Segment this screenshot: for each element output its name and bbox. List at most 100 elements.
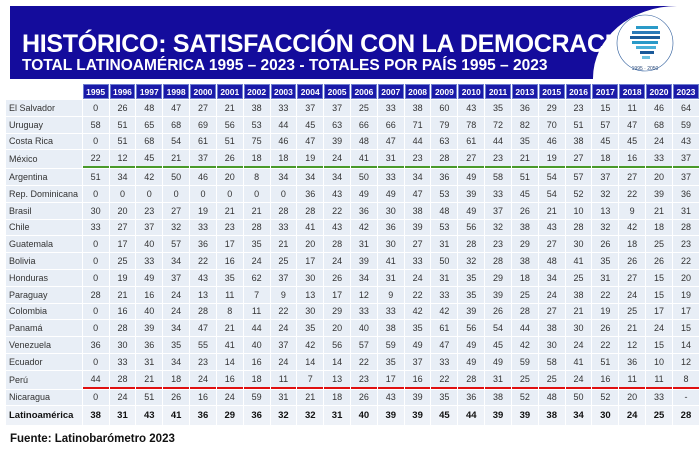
- country-name: Panamá: [6, 320, 82, 337]
- value-cell: 39: [324, 133, 350, 150]
- value-cell: 35: [458, 286, 485, 303]
- value-cell: 47: [404, 185, 431, 202]
- value-cell: 42: [404, 303, 431, 320]
- value-cell: 32: [592, 185, 619, 202]
- value-cell: 53: [431, 219, 458, 236]
- value-cell: 32: [592, 219, 619, 236]
- value-cell: 24: [243, 253, 270, 269]
- value-cell: 22: [324, 202, 350, 219]
- value-cell: 24: [619, 406, 646, 426]
- value-cell: 47: [190, 320, 216, 337]
- value-cell: 29: [324, 303, 350, 320]
- year-header: 2004: [297, 84, 324, 99]
- value-cell: 38: [511, 219, 538, 236]
- value-cell: 27: [538, 303, 565, 320]
- value-cell: 37: [163, 269, 190, 286]
- value-cell: 32: [458, 253, 485, 269]
- table-row: Costa Rica 0 51 68 54 61 51 75 46 47 39 48 47 44 63 61 4…: [6, 133, 699, 150]
- value-cell: 51: [565, 116, 592, 133]
- value-cell: 14: [672, 337, 699, 353]
- value-cell: 58: [82, 116, 109, 133]
- value-cell: 28: [109, 370, 136, 389]
- value-cell: 31: [672, 202, 699, 219]
- value-cell: 32: [163, 219, 190, 236]
- year-header: 1998: [163, 84, 190, 99]
- value-cell: 20: [672, 269, 699, 286]
- value-cell: 21: [216, 100, 243, 116]
- value-cell: 23: [404, 150, 431, 169]
- value-cell: 24: [404, 269, 431, 286]
- value-cell: 61: [190, 133, 216, 150]
- table-row: Rep. Dominicana 0 0 0 0 0 0 0 0 36 43 49 49 47 53 39 33 4…: [6, 185, 699, 202]
- value-cell: 30: [565, 236, 592, 253]
- value-cell: 36: [190, 406, 216, 426]
- year-header: 1996: [109, 84, 136, 99]
- value-cell: 38: [404, 100, 431, 116]
- value-cell: 11: [646, 370, 672, 389]
- value-cell: 14: [324, 353, 350, 370]
- value-cell: 13: [592, 202, 619, 219]
- value-cell: 23: [216, 219, 243, 236]
- value-cell: 43: [324, 219, 350, 236]
- value-cell: 44: [404, 133, 431, 150]
- value-cell: 41: [377, 253, 404, 269]
- value-cell: 48: [431, 202, 458, 219]
- value-cell: 57: [565, 169, 592, 185]
- value-cell: 18: [243, 150, 270, 169]
- value-cell: 21: [216, 320, 243, 337]
- country-name: Argentina: [6, 169, 82, 185]
- value-cell: 38: [565, 286, 592, 303]
- value-cell: 37: [672, 169, 699, 185]
- value-cell: 25: [538, 370, 565, 389]
- value-cell: 55: [190, 337, 216, 353]
- value-cell: 23: [485, 150, 511, 169]
- country-name: Venezuela: [6, 337, 82, 353]
- value-cell: 13: [190, 286, 216, 303]
- value-cell: 10: [565, 202, 592, 219]
- value-cell: 25: [270, 253, 297, 269]
- value-cell: 19: [297, 150, 324, 169]
- value-cell: 31: [136, 353, 163, 370]
- value-cell: 37: [270, 269, 297, 286]
- value-cell: 30: [297, 303, 324, 320]
- value-cell: 35: [511, 133, 538, 150]
- title-banner: HISTÓRICO: SATISFACCIÓN CON LA DEMOCRACI…: [10, 6, 700, 126]
- value-cell: 12: [109, 150, 136, 169]
- value-cell: 28: [458, 236, 485, 253]
- value-cell: 39: [377, 406, 404, 426]
- value-cell: 57: [163, 236, 190, 253]
- value-cell: 49: [404, 337, 431, 353]
- value-cell: 11: [216, 286, 243, 303]
- table-row: Perú 44 28 21 18 24 16 18 11 7 13 23 17 16 22 28 31 25 25 2…: [6, 370, 699, 389]
- value-cell: 42: [431, 303, 458, 320]
- value-cell: 25: [351, 100, 377, 116]
- value-cell: 16: [619, 150, 646, 169]
- table-row: Colombia 0 16 40 24 28 8 11 22 30 29 33 33 42 42 39 26 28…: [6, 303, 699, 320]
- value-cell: 51: [216, 133, 243, 150]
- value-cell: 41: [163, 406, 190, 426]
- value-cell: 31: [431, 236, 458, 253]
- value-cell: 52: [592, 389, 619, 406]
- value-cell: 0: [82, 269, 109, 286]
- value-cell: 20: [324, 320, 350, 337]
- year-header: 2005: [324, 84, 350, 99]
- value-cell: 22: [672, 253, 699, 269]
- country-name: Ecuador: [6, 353, 82, 370]
- value-cell: 34: [109, 169, 136, 185]
- value-cell: 79: [431, 116, 458, 133]
- value-cell: 15: [646, 337, 672, 353]
- value-cell: 23: [672, 236, 699, 253]
- value-cell: 33: [377, 303, 404, 320]
- value-cell: 47: [377, 133, 404, 150]
- year-header: 2013: [511, 84, 538, 99]
- value-cell: 78: [458, 116, 485, 133]
- value-cell: 0: [82, 253, 109, 269]
- value-cell: 28: [672, 219, 699, 236]
- value-cell: 39: [485, 406, 511, 426]
- value-cell: 17: [672, 303, 699, 320]
- value-cell: 68: [646, 116, 672, 133]
- value-cell: 38: [377, 320, 404, 337]
- value-cell: 33: [431, 286, 458, 303]
- value-cell: 36: [431, 169, 458, 185]
- year-header: 2010: [458, 84, 485, 99]
